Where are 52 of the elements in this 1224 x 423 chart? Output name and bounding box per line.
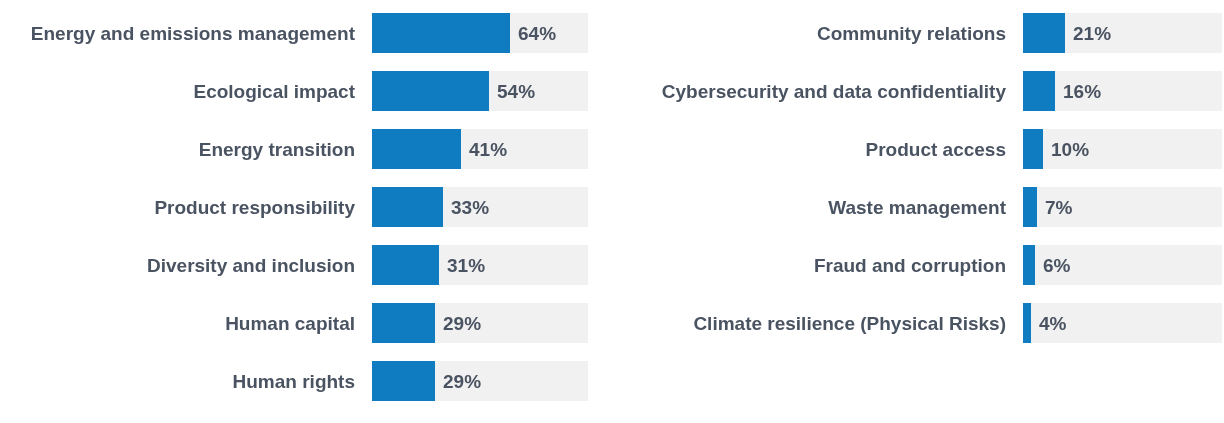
bar [1030,303,1222,343]
bar [1023,129,1043,169]
y-tick-label: Cybersecurity and data confidentiality [661,80,1007,102]
bar [438,245,588,285]
bar [460,129,588,169]
y-tick-label: Energy and emissions management [30,22,356,44]
data-label: 41% [469,139,508,160]
y-tick-label: Ecological impact [193,80,356,102]
bar [372,361,435,401]
bar [1023,13,1065,53]
bar [443,187,588,227]
bar [1023,303,1031,343]
bar [488,71,588,111]
data-label: 4% [1039,313,1067,334]
data-label: 29% [443,313,482,334]
data-label: 21% [1073,23,1112,44]
data-label: 33% [451,197,490,218]
data-label: 7% [1045,197,1073,218]
data-label: 10% [1051,139,1090,160]
data-label: 64% [518,23,557,44]
bar [510,13,588,53]
y-tick-label: Diversity and inclusion [147,254,355,276]
y-tick-label: Waste management [828,196,1007,218]
bar [1023,71,1055,111]
bar [372,71,489,111]
y-tick-label: Climate resilience (Physical Risks) [693,312,1006,334]
bar [372,13,511,53]
bar [1036,187,1222,227]
y-tick-label: Product access [865,138,1006,160]
bar [1042,129,1222,169]
bar [1064,13,1222,53]
bar [1054,71,1222,111]
bar [1023,187,1037,227]
y-tick-label: Community relations [817,22,1006,44]
bar [434,303,588,343]
bar [372,245,439,285]
y-tick-label: Product responsibility [154,196,356,218]
data-label: 6% [1043,255,1071,276]
bar [1034,245,1222,285]
bar [372,187,444,227]
data-label: 54% [497,81,536,102]
bar [434,361,588,401]
bar [372,303,435,343]
data-label: 29% [443,371,482,392]
y-tick-label: Human rights [232,370,355,392]
bar [372,129,461,169]
y-tick-label: Energy transition [198,138,355,160]
data-label: 31% [447,255,486,276]
y-tick-label: Fraud and corruption [813,254,1006,276]
bar [1023,245,1035,285]
y-tick-label: Human capital [225,312,355,334]
data-label: 16% [1063,81,1102,102]
